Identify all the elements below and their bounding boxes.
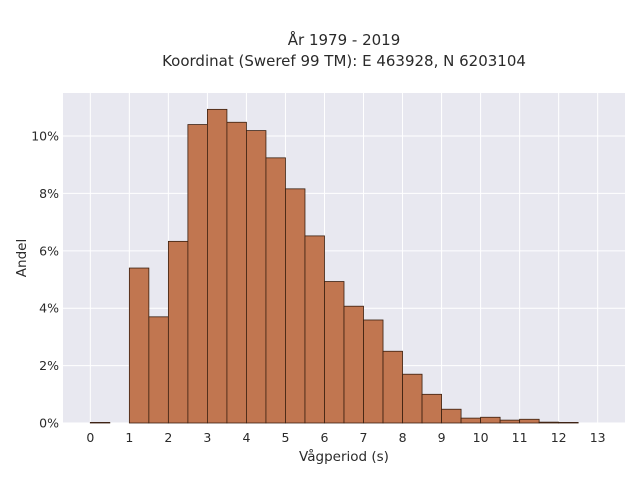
histogram-bar bbox=[538, 421, 560, 424]
histogram-bar bbox=[285, 188, 306, 424]
histogram-bar bbox=[460, 417, 481, 424]
histogram-bar bbox=[441, 408, 462, 424]
x-tick-label: 3 bbox=[203, 430, 211, 445]
y-tick-label: 0% bbox=[39, 416, 59, 431]
histogram-bar bbox=[558, 422, 579, 424]
x-tick-label: 13 bbox=[590, 430, 606, 445]
x-tick-label: 6 bbox=[321, 430, 329, 445]
histogram-bar bbox=[226, 121, 247, 424]
histogram-bar bbox=[207, 108, 228, 424]
x-tick-label: 2 bbox=[164, 430, 172, 445]
histogram-bar bbox=[89, 422, 111, 424]
x-tick-label: 4 bbox=[242, 430, 250, 445]
histogram-bar bbox=[128, 267, 150, 424]
histogram-bar bbox=[167, 240, 189, 424]
x-tick-label: 5 bbox=[281, 430, 289, 445]
histogram-bar bbox=[480, 416, 501, 424]
x-tick-label: 12 bbox=[551, 430, 567, 445]
y-tick-label: 8% bbox=[39, 186, 59, 201]
y-tick-label: 2% bbox=[39, 358, 59, 373]
x-tick-label: 8 bbox=[399, 430, 407, 445]
x-axis-label: Vågperiod (s) bbox=[299, 448, 389, 465]
histogram-bar bbox=[421, 393, 442, 424]
histogram-bar bbox=[304, 235, 325, 424]
histogram-bar bbox=[324, 281, 345, 424]
x-tick-label: 10 bbox=[473, 430, 489, 445]
x-axis-ticks: 0 1 2 3 4 5 6 7 8 9 10 11 12 13 bbox=[86, 430, 605, 445]
histogram-bar bbox=[382, 350, 403, 424]
chart-subtitle: Koordinat (Sweref 99 TM): E 463928, N 62… bbox=[162, 52, 526, 70]
y-axis-ticks: 0% 2% 4% 6% 8% 10% bbox=[31, 129, 59, 431]
histogram-bar bbox=[402, 373, 423, 424]
x-tick-label: 11 bbox=[512, 430, 528, 445]
bar-series bbox=[89, 108, 579, 424]
histogram-bar bbox=[363, 319, 384, 424]
histogram-bar bbox=[265, 157, 286, 424]
y-tick-label: 6% bbox=[39, 243, 59, 258]
y-tick-label: 10% bbox=[31, 129, 59, 144]
histogram-bar bbox=[148, 316, 169, 424]
histogram-bar bbox=[187, 124, 208, 424]
y-tick-label: 4% bbox=[39, 301, 59, 316]
y-axis-label: Andel bbox=[14, 239, 30, 277]
histogram-bar bbox=[343, 305, 364, 424]
chart-title: År 1979 - 2019 bbox=[288, 30, 401, 49]
x-tick-label: 9 bbox=[438, 430, 446, 445]
histogram-bar bbox=[499, 419, 521, 424]
histogram-bar bbox=[246, 130, 267, 424]
x-tick-label: 7 bbox=[360, 430, 368, 445]
x-tick-label: 1 bbox=[125, 430, 133, 445]
x-tick-label: 0 bbox=[86, 430, 94, 445]
histogram-bar bbox=[519, 418, 540, 424]
